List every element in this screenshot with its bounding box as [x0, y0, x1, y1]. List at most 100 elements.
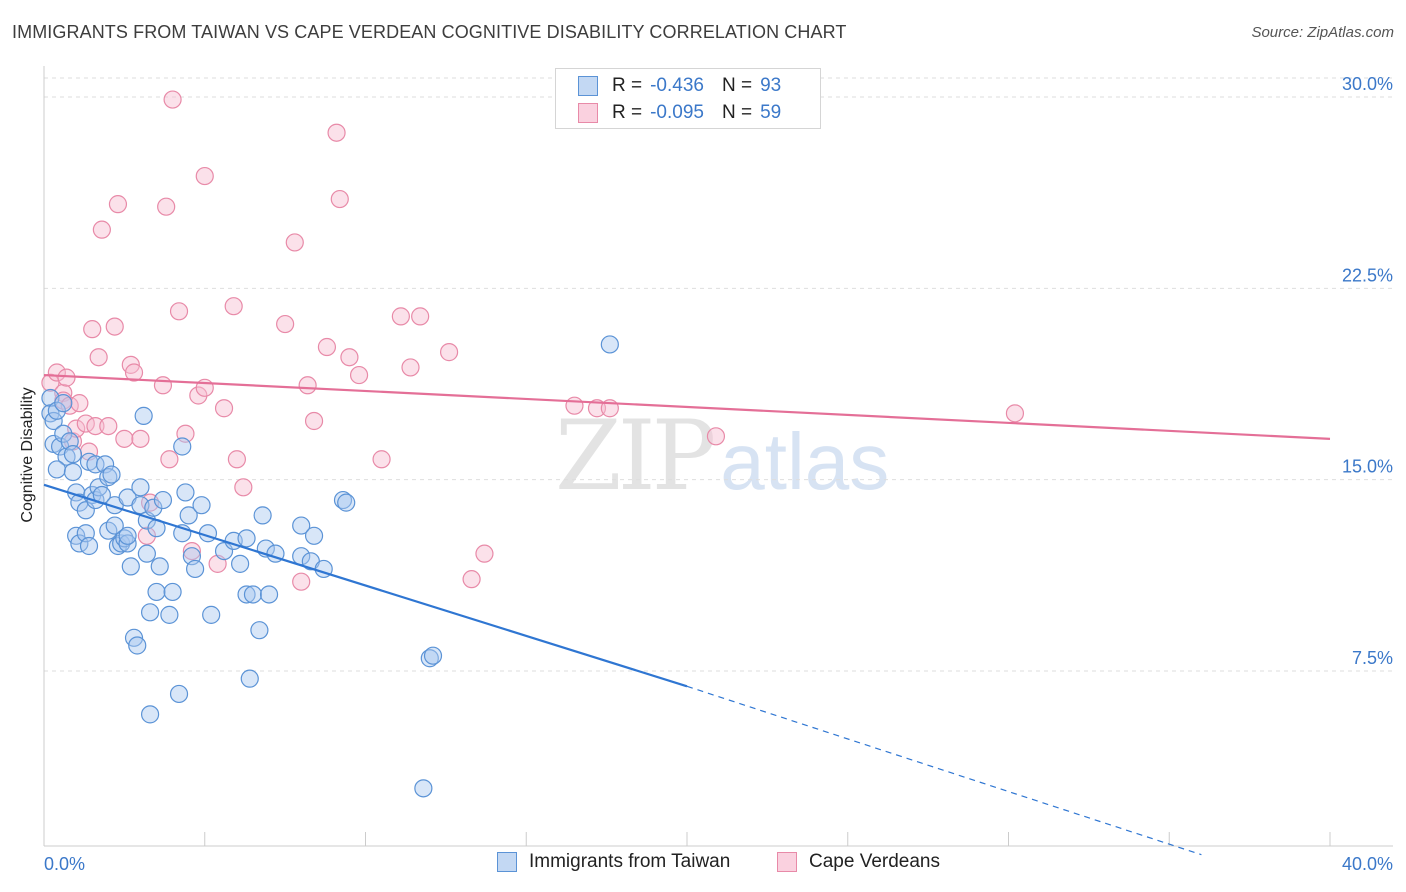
data-point-taiwan: [253, 506, 272, 525]
data-point-taiwan: [63, 462, 83, 482]
data-point-cape-verdeans: [327, 123, 346, 142]
data-point-taiwan: [243, 585, 263, 604]
legend-label-cape-verdeans: Cape Verdeans: [809, 851, 940, 872]
data-point-cape-verdeans: [475, 544, 494, 563]
data-point-taiwan: [160, 605, 179, 624]
series-cape-verdeans: [41, 90, 1025, 591]
legend-swatch-pink: [777, 852, 797, 872]
data-point-taiwan: [153, 490, 173, 510]
data-point-taiwan: [137, 544, 156, 563]
data-point-cape-verdeans: [137, 526, 156, 545]
data-point-taiwan: [131, 478, 150, 497]
data-point-taiwan: [105, 516, 124, 535]
data-point-cape-verdeans: [298, 376, 317, 395]
data-point-taiwan: [169, 684, 189, 704]
data-point-taiwan: [79, 536, 99, 556]
data-point-taiwan: [63, 445, 83, 464]
data-point-taiwan: [292, 516, 311, 535]
data-point-cape-verdeans: [227, 450, 246, 469]
data-point-cape-verdeans: [462, 570, 481, 589]
axes: [43, 66, 1393, 847]
data-point-taiwan: [115, 529, 134, 548]
data-point-taiwan: [44, 411, 63, 431]
data-point-cape-verdeans: [195, 166, 214, 186]
data-point-cape-verdeans: [70, 394, 89, 413]
data-point-cape-verdeans: [153, 376, 173, 395]
legend-item-cape-verdeans: Cape Verdeans: [777, 851, 940, 873]
data-point-taiwan: [86, 455, 105, 474]
legend-r-label: R =: [612, 75, 643, 96]
trend-lines: [43, 373, 1331, 856]
data-point-taiwan: [140, 603, 160, 622]
legend-n-label: N =: [721, 75, 753, 96]
data-point-taiwan: [202, 605, 221, 624]
data-point-cape-verdeans: [108, 195, 128, 214]
data-point-cape-verdeans: [439, 343, 459, 362]
legend-n-value: 59: [760, 102, 782, 123]
data-point-cape-verdeans: [340, 348, 359, 367]
data-point-cape-verdeans: [234, 478, 253, 497]
data-point-cape-verdeans: [115, 429, 134, 448]
data-point-cape-verdeans: [224, 297, 243, 316]
y-tick-label: 30.0%: [1342, 74, 1393, 94]
data-point-taiwan: [250, 621, 269, 640]
x-tick-label: 0.0%: [44, 854, 85, 874]
data-point-cape-verdeans: [157, 197, 176, 216]
source-label: Source: ZipAtlas.com: [1251, 24, 1394, 41]
data-point-cape-verdeans: [706, 427, 726, 446]
data-point-cape-verdeans: [41, 373, 60, 392]
data-point-cape-verdeans: [565, 396, 584, 415]
legend-r-value: -0.436: [650, 75, 704, 96]
trend-line-cape-verdeans: [43, 373, 1331, 440]
grid-lines: [44, 77, 1393, 672]
data-point-cape-verdeans: [131, 429, 150, 448]
data-point-cape-verdeans: [182, 541, 201, 561]
data-point-taiwan: [231, 554, 250, 573]
data-point-taiwan: [147, 582, 166, 602]
data-point-cape-verdeans: [105, 317, 124, 336]
data-point-taiwan: [600, 335, 619, 354]
data-point-taiwan: [414, 779, 433, 798]
data-point-taiwan: [186, 559, 205, 579]
trend-line-taiwan: [43, 483, 688, 688]
data-point-taiwan: [423, 646, 443, 665]
data-point-taiwan: [54, 394, 73, 413]
data-point-cape-verdeans: [411, 307, 430, 326]
data-point-taiwan: [337, 493, 356, 512]
data-point-cape-verdeans: [124, 363, 144, 382]
data-point-cape-verdeans: [587, 399, 607, 418]
data-point-cape-verdeans: [391, 307, 410, 326]
data-point-taiwan: [192, 496, 211, 515]
data-point-cape-verdeans: [349, 365, 369, 385]
series-immigrants-from-taiwan: [41, 335, 619, 798]
series-legend: Immigrants from Taiwan Cape Verdeans: [0, 851, 1406, 877]
data-point-taiwan: [128, 636, 147, 655]
stats-legend: R = -0.436 N = 93 R = -0.095 N = 59: [555, 68, 821, 129]
data-point-cape-verdeans: [1005, 404, 1025, 423]
data-point-taiwan: [237, 585, 256, 604]
data-point-cape-verdeans: [169, 302, 189, 321]
data-point-cape-verdeans: [163, 90, 182, 109]
data-point-taiwan: [134, 406, 153, 425]
data-point-taiwan: [144, 498, 163, 517]
legend-swatch-blue: [578, 76, 598, 96]
data-point-taiwan: [237, 529, 256, 548]
data-point-taiwan: [118, 534, 137, 553]
data-point-taiwan: [118, 526, 137, 545]
y-tick-label: 15.0%: [1342, 457, 1393, 477]
data-point-taiwan: [121, 557, 140, 576]
data-point-cape-verdeans: [372, 450, 391, 469]
data-point-taiwan: [420, 649, 439, 668]
data-point-cape-verdeans: [89, 348, 108, 367]
data-point-cape-verdeans: [292, 572, 311, 591]
data-point-cape-verdeans: [83, 320, 102, 339]
x-tick-label: 40.0%: [1342, 854, 1393, 874]
data-point-cape-verdeans: [304, 411, 324, 431]
legend-r-label: R =: [612, 102, 643, 123]
legend-row-taiwan: R = -0.436 N = 93: [556, 73, 781, 99]
data-point-cape-verdeans: [92, 220, 111, 239]
y-tick-label: 22.5%: [1342, 265, 1393, 285]
data-point-taiwan: [176, 483, 195, 502]
legend-label-taiwan: Immigrants from Taiwan: [529, 851, 731, 872]
